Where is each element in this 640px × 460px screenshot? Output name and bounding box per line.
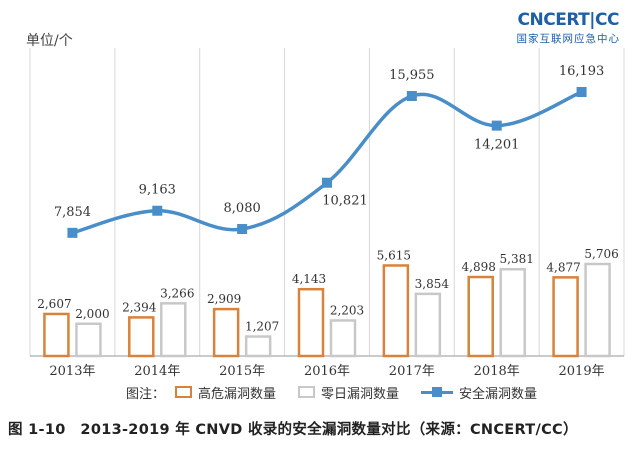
data-label-high-risk-1: 2,394 — [122, 300, 157, 314]
chart-legend: 图注： 高危漏洞数量 零日漏洞数量 安全漏洞数量 — [126, 381, 559, 403]
logo-text: CNCERT|CC — [517, 10, 620, 30]
data-label-zero-day-1: 3,266 — [160, 286, 194, 300]
data-label-high-risk-4: 5,615 — [377, 248, 411, 262]
data-label-total-6: 16,193 — [559, 64, 605, 79]
bar-zero-day-6 — [584, 262, 611, 358]
data-label-zero-day-6: 5,706 — [584, 247, 618, 261]
data-label-zero-day-4: 3,854 — [415, 277, 450, 291]
data-label-total-4: 15,955 — [389, 68, 435, 83]
legend-item-total: 安全漏洞数量 — [421, 383, 537, 402]
x-tick-label-1: 2014年 — [134, 364, 180, 379]
x-tick-label-0: 2013年 — [49, 364, 95, 379]
marker-total-1 — [152, 205, 163, 216]
legend-title: 图注： — [126, 386, 166, 402]
series-line-total — [70, 90, 584, 235]
figure-caption: 图 1-10 2013-2019 年 CNVD 收录的安全漏洞数量对比（来源：C… — [8, 422, 578, 438]
data-label-high-risk-6: 4,877 — [546, 260, 580, 274]
data-label-zero-day-2: 1,207 — [245, 320, 279, 334]
bar-high-risk-4 — [382, 264, 410, 358]
data-label-zero-day-0: 2,000 — [75, 307, 109, 321]
legend-item-zero-day: 零日漏洞数量 — [298, 383, 399, 402]
bar-high-risk-2 — [212, 307, 240, 358]
data-label-total-3: 10,821 — [322, 194, 368, 209]
legend-swatch-zero-day — [298, 386, 316, 398]
legend-label-total: 安全漏洞数量 — [459, 386, 538, 402]
data-label-high-risk-0: 2,607 — [37, 297, 71, 311]
marker-total-3 — [322, 177, 332, 188]
y-axis-unit-label: 单位/个 — [26, 33, 73, 49]
marker-total-2 — [237, 224, 248, 235]
bar-zero-day-5 — [499, 267, 526, 358]
legend-swatch-high-risk — [175, 386, 193, 398]
x-tick-label-3: 2016年 — [304, 364, 350, 379]
marker-total-4 — [406, 91, 417, 102]
x-tick-label-5: 2018年 — [474, 364, 520, 379]
data-label-zero-day-3: 2,203 — [330, 303, 364, 317]
data-label-high-risk-5: 4,898 — [462, 260, 496, 274]
legend-label-zero-day: 零日漏洞数量 — [321, 386, 400, 402]
marker-total-6 — [576, 87, 587, 97]
bar-zero-day-2 — [244, 335, 272, 358]
bar-high-risk-0 — [43, 312, 70, 358]
legend-label-high-risk: 高危漏洞数量 — [198, 386, 277, 402]
bar-high-risk-1 — [128, 316, 155, 358]
data-label-zero-day-5: 5,381 — [500, 252, 534, 266]
data-label-high-risk-2: 2,909 — [207, 292, 241, 306]
data-label-total-1: 9,163 — [139, 183, 176, 198]
data-label-total-5: 14,201 — [474, 138, 520, 153]
bar-high-risk-3 — [297, 287, 325, 358]
x-tick-label-4: 2017年 — [389, 364, 435, 379]
marker-total-5 — [491, 120, 502, 131]
bar-zero-day-0 — [75, 322, 102, 358]
data-label-total-0: 7,854 — [54, 205, 91, 220]
logo-subtext: 国家互联网应急中心 — [516, 33, 620, 45]
data-label-high-risk-3: 4,143 — [292, 272, 326, 286]
cncert-logo: CNCERT|CC 国家互联网应急中心 — [517, 10, 621, 46]
bar-zero-day-3 — [329, 319, 357, 358]
x-tick-label-2: 2015年 — [219, 364, 265, 379]
bar-high-risk-5 — [467, 275, 494, 358]
legend-swatch-total — [421, 386, 454, 398]
x-tick-label-6: 2019年 — [559, 364, 605, 379]
data-label-total-2: 8,080 — [224, 201, 261, 216]
bar-high-risk-6 — [552, 276, 579, 358]
bar-zero-day-4 — [414, 292, 442, 358]
legend-item-high-risk: 高危漏洞数量 — [175, 383, 276, 402]
marker-total-0 — [67, 227, 78, 238]
bar-zero-day-1 — [160, 302, 187, 358]
